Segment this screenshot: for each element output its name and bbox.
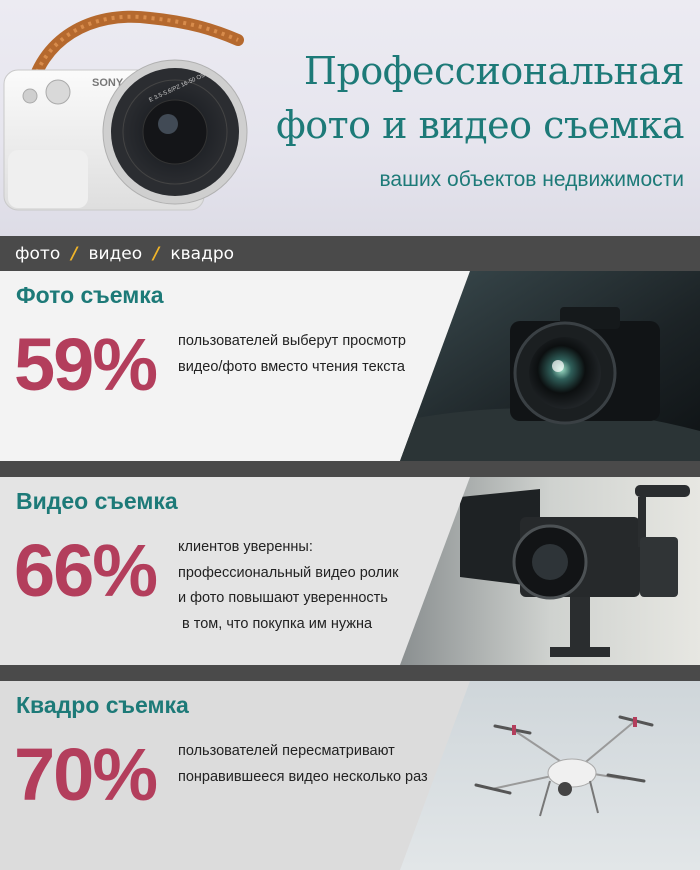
category-video: видео (88, 243, 143, 264)
photo-section: Фото съемка 59% пользователей выберут пр… (0, 271, 700, 461)
category-photo: фото (15, 243, 61, 264)
section-description: пользователей пересматривают понравившее… (178, 739, 428, 790)
category-separator: / (153, 243, 160, 264)
description-line: пользователей выберут просмотр (178, 333, 406, 349)
section-description: клиентов уверенны: профессиональный виде… (178, 535, 428, 637)
drone-photo (400, 681, 700, 870)
description-line: пользователей пересматривают (178, 743, 395, 759)
description-line: понравившееся видео несколько раз (178, 768, 428, 785)
dslr-camera-photo (400, 271, 700, 461)
description-line: в том, что покупка им нужна (178, 615, 373, 632)
section-title: Фото съемка (16, 282, 164, 308)
camera-brand-text: SONY (92, 77, 124, 89)
description-line: клиентов уверенны: (178, 539, 313, 555)
section-divider (0, 665, 700, 681)
page-title-line-1: Профессиональная (303, 49, 685, 93)
page-title: Профессиональная фото и видео съемка (254, 44, 684, 152)
description-line: профессиональный видео ролик (178, 564, 399, 581)
page-title-line-2: фото и видео съемка (276, 103, 684, 147)
video-section: Видео съемка 66% клиентов уверенны: проф… (0, 477, 700, 665)
section-title: Видео съемка (16, 488, 178, 514)
section-title: Квадро съемка (16, 692, 189, 718)
category-separator: / (71, 243, 78, 264)
section-divider (0, 461, 700, 477)
section-percent: 59% (14, 323, 158, 406)
section-percent: 66% (14, 529, 158, 612)
description-line: видео/фото вместо чтения текста (178, 358, 405, 375)
description-line: и фото повышают уверенность (178, 590, 388, 606)
video-camera-photo (400, 477, 700, 665)
category-bar: фото / видео / квадро (0, 236, 700, 271)
page-subtitle: ваших объектов недвижимости (379, 168, 685, 191)
section-percent: 70% (14, 733, 158, 816)
section-description: пользователей выберут просмотр видео/фот… (178, 329, 428, 380)
header-banner: SONY α E 3.5-5.6/PZ 16-50 OSS Профессион… (0, 0, 700, 236)
mirrorless-camera-image: SONY α E 3.5-5.6/PZ 16-50 OSS (3, 10, 248, 211)
drone-section: Квадро съемка 70% пользователей пересмат… (0, 681, 700, 870)
category-drone: квадро (170, 243, 235, 264)
